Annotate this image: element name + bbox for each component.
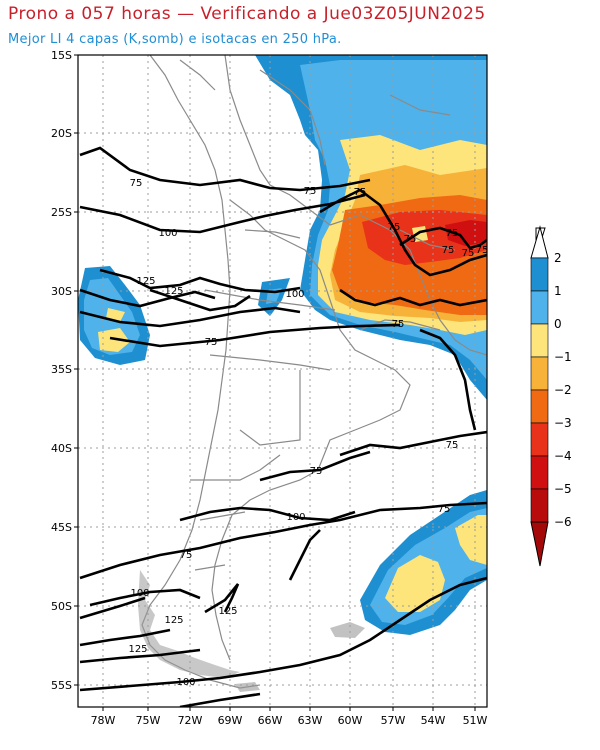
isotach-label: 75 (205, 337, 218, 348)
isotach-label: 75 (462, 248, 475, 259)
colorbar-label: 1 (554, 284, 562, 298)
colorbar-legend: 2 1 0 −1 −2 −3 −4 −5 −6 (530, 225, 572, 567)
lon-tick-label: 57W (381, 714, 406, 727)
isotach-label: 75 (442, 245, 455, 256)
colorbar-swatch (530, 356, 549, 391)
isotach-label: 125 (128, 644, 147, 655)
isotach-label: 75 (304, 186, 317, 197)
colorbar-label: 0 (554, 317, 562, 331)
map-title: Prono a 057 horas — Verificando a Jue03Z… (8, 4, 486, 24)
lat-tick-label: 35S (51, 363, 72, 376)
lon-tick-label: 69W (218, 714, 243, 727)
isotach-label: 125 (164, 615, 183, 626)
colorbar-swatch (530, 257, 549, 292)
isotach-label: 75 (446, 440, 459, 451)
isotach-label: 100 (130, 588, 149, 599)
lat-tick-label: 50S (51, 600, 72, 613)
colorbar-bottom-arrow (530, 521, 549, 567)
lon-tick-label: 75W (136, 714, 161, 727)
colorbar-label: −3 (554, 416, 572, 430)
colorbar-label: −2 (554, 383, 572, 397)
isotach-label: 100 (285, 289, 304, 300)
lat-tick-label: 25S (51, 206, 72, 219)
map-frame (77, 54, 488, 708)
isotach-label: 100 (158, 228, 177, 239)
isotach-label: 75 (404, 234, 417, 245)
isotach-label: 75 (310, 466, 323, 477)
isotach-label: 75 (130, 178, 143, 189)
lat-tick-label: 40S (51, 442, 72, 455)
isotach-label: 125 (136, 276, 155, 287)
lat-tick-label: 55S (51, 679, 72, 692)
isotach-label: 75 (438, 504, 451, 515)
isotach-label: 75 (446, 228, 459, 239)
colorbar-label: −6 (554, 515, 572, 529)
lon-tick-label: 72W (178, 714, 203, 727)
colorbar-label: −4 (554, 449, 572, 463)
map-subtitle: Mejor LI 4 capas (K,somb) e isotacas en … (8, 32, 342, 47)
lat-tick-label: 30S (51, 285, 72, 298)
colorbar-label: 2 (554, 251, 562, 265)
map-area: 75 75 75 75 75 75 75 75 75 75 75 75 75 7… (78, 55, 489, 707)
isotach-label: 125 (164, 286, 183, 297)
isotach-label: 75 (476, 245, 489, 256)
colorbar-swatch (530, 488, 549, 523)
lon-tick-label: 66W (258, 714, 283, 727)
colorbar-label: −5 (554, 482, 572, 496)
lon-tick-label: 63W (298, 714, 323, 727)
colorbar-swatch (530, 323, 549, 358)
latitude-axis: 15S 20S 25S 30S 35S 40S 45S 50S 55S (51, 49, 78, 692)
lon-tick-label: 60W (338, 714, 363, 727)
lon-tick-label: 78W (91, 714, 116, 727)
isotach-labels: 75 75 75 75 75 75 75 75 75 75 75 75 75 7… (128, 178, 489, 688)
isotach-contours (79, 146, 487, 707)
lon-tick-label: 51W (463, 714, 488, 727)
colorbar-swatch (530, 290, 549, 325)
lat-tick-label: 20S (51, 127, 72, 140)
colorbar-swatch (530, 422, 549, 457)
colorbar-swatch (530, 389, 549, 424)
isotach-label: 100 (286, 512, 305, 523)
isotach-label: 75 (354, 187, 367, 198)
isotach-label: 75 (392, 319, 405, 330)
colorbar-label: −1 (554, 350, 572, 364)
isotach-label: 75 (180, 550, 193, 561)
lat-tick-label: 15S (51, 49, 72, 62)
lon-tick-label: 54W (421, 714, 446, 727)
colorbar-swatch (530, 455, 549, 490)
isotach-label: 125 (218, 606, 237, 617)
isotach-label: 100 (176, 677, 195, 688)
longitude-axis: 78W 75W 72W 69W 66W 63W 60W 57W 54W 51W (91, 707, 488, 727)
isotach-label: 75 (388, 222, 401, 233)
lat-tick-label: 45S (51, 521, 72, 534)
